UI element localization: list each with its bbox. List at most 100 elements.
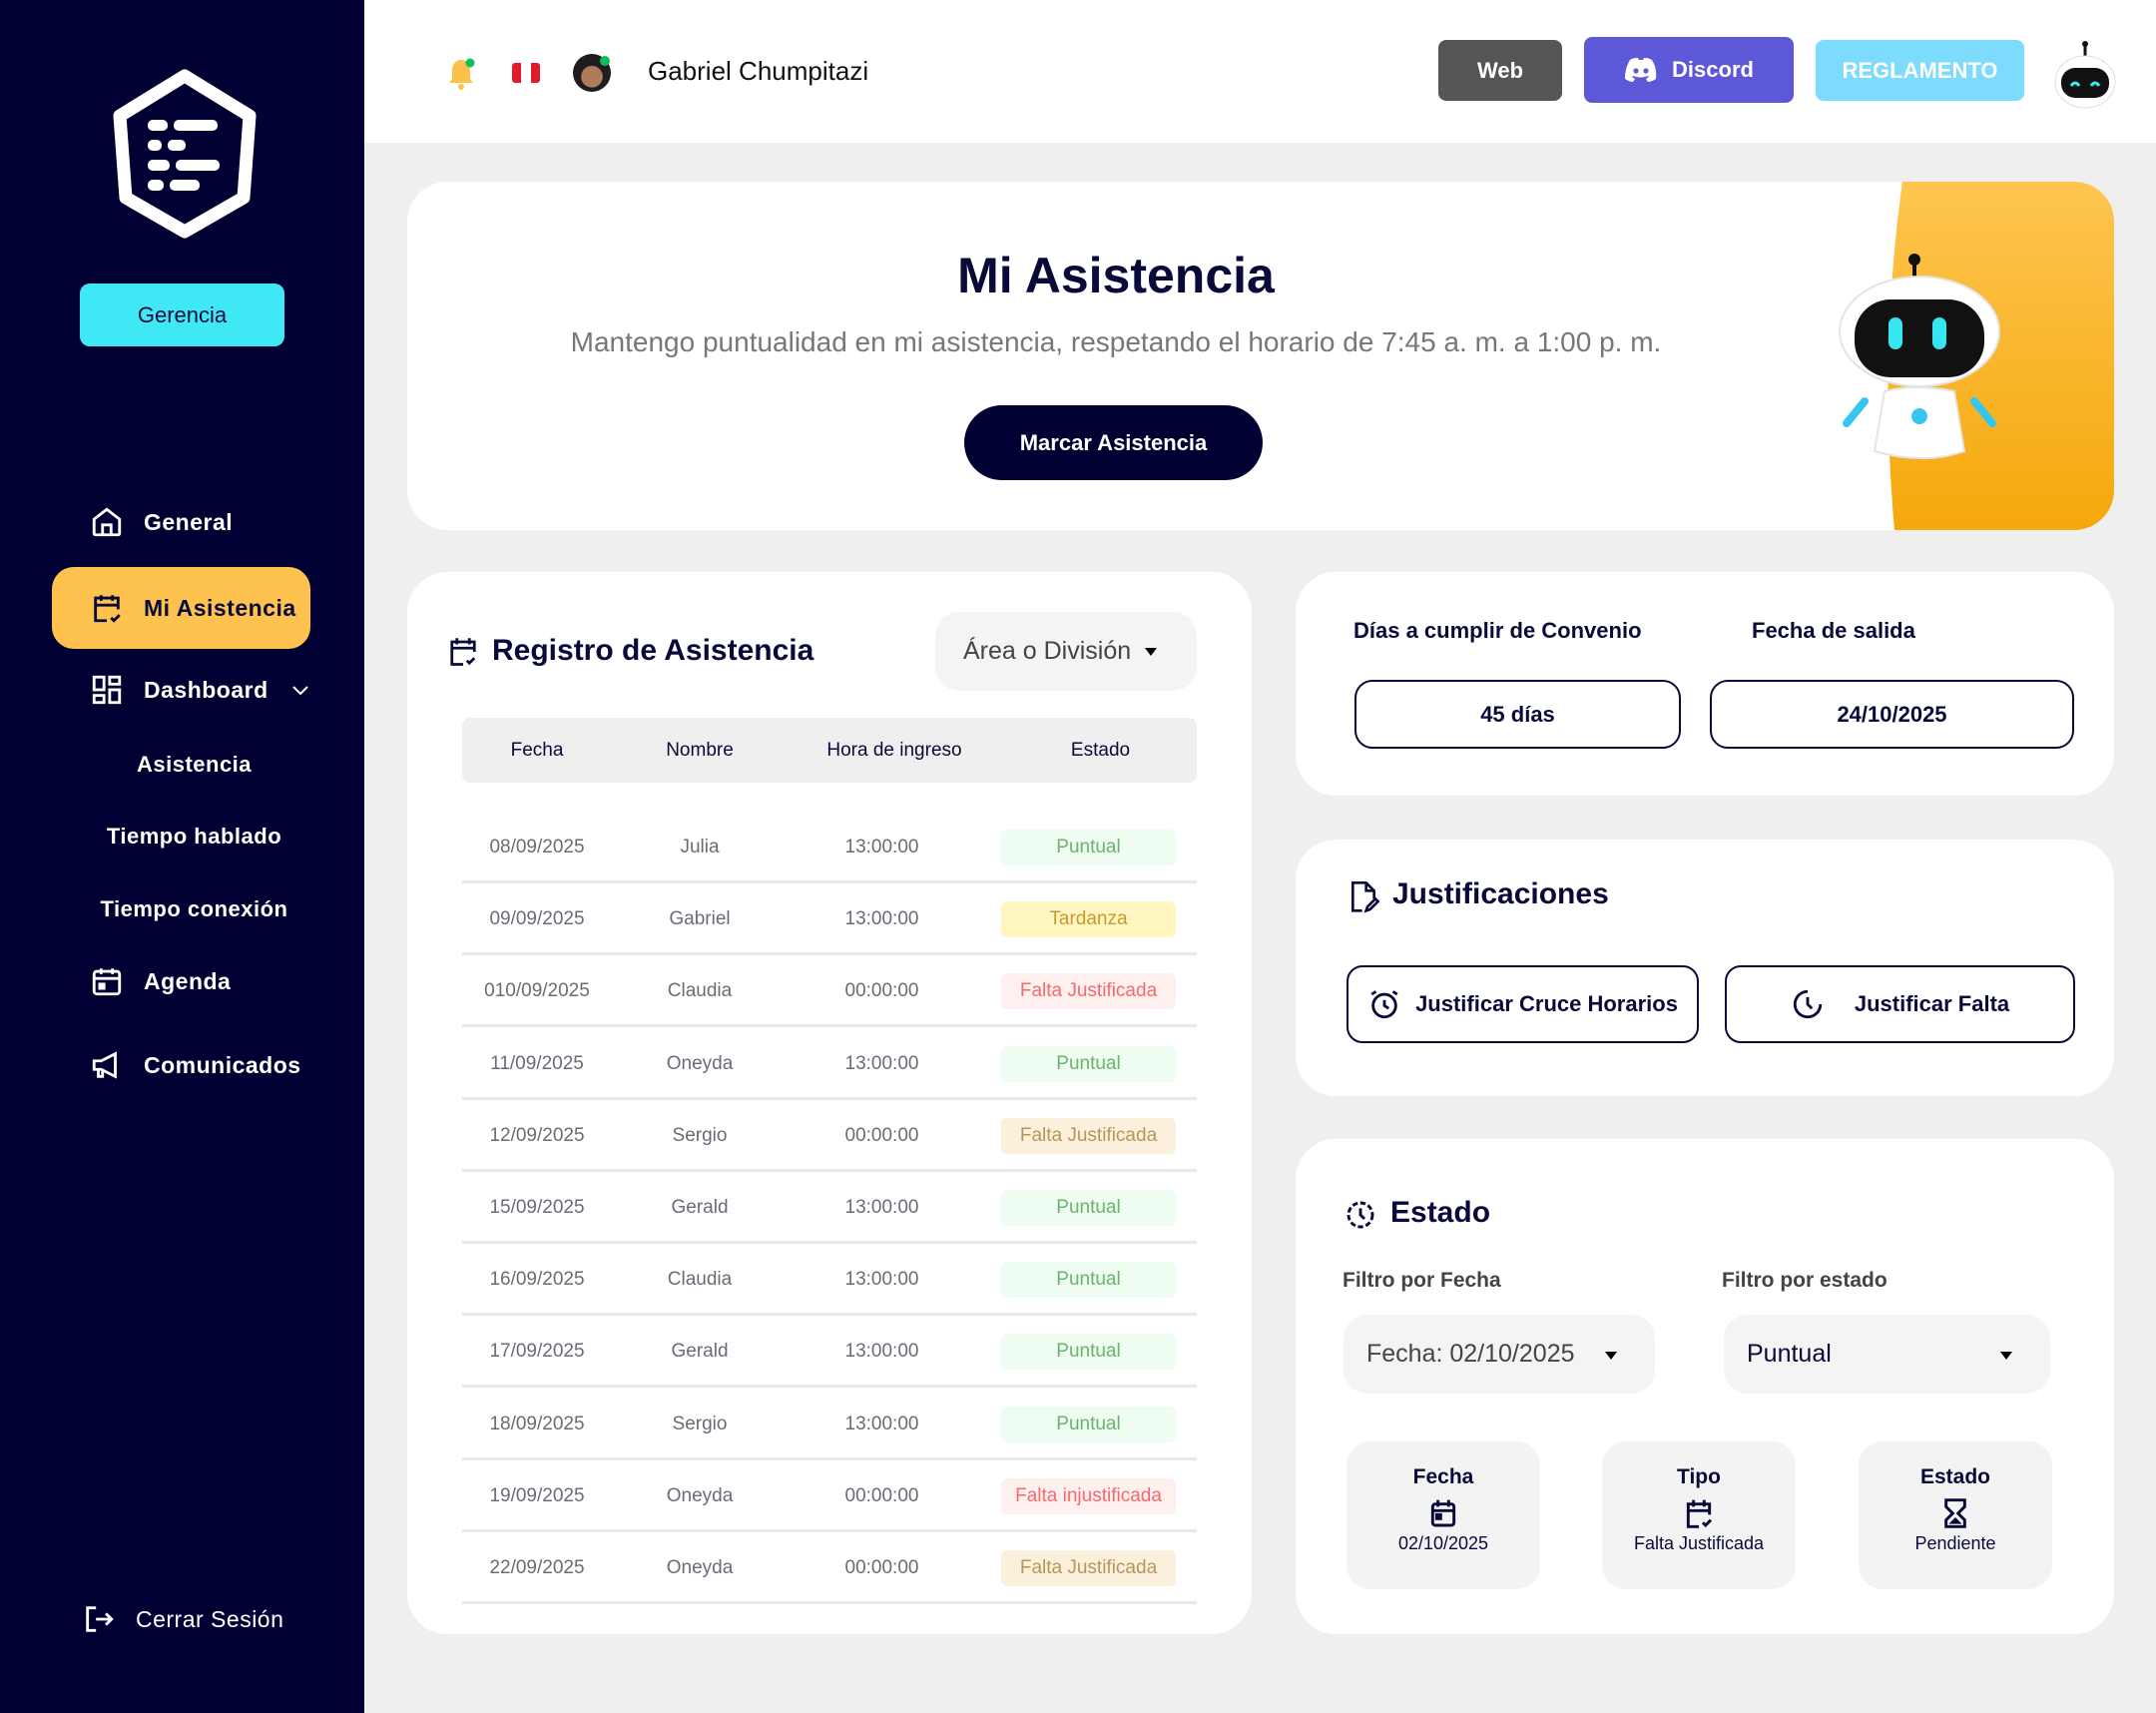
reglamento-button[interactable]: REGLAMENTO [1816,40,2024,101]
sidebar-subitem-asistencia[interactable]: Asistencia [136,752,253,777]
cell-fecha: 11/09/2025 [490,1052,584,1074]
table-row[interactable]: 17/09/2025 Gerald 13:00:00 Puntual [462,1316,1197,1389]
cell-fecha: 18/09/2025 [489,1413,585,1434]
sidebar-item-label: Comunicados [144,1051,301,1078]
sidebar-item-comunicados[interactable]: Comunicados [90,1048,301,1082]
cell-nombre: Claudia [667,1269,733,1291]
cell-hora: 13:00:00 [844,1197,919,1218]
clock-dashed-icon [1347,1201,1374,1229]
logout-button[interactable]: Cerrar Sesión [82,1602,283,1636]
cell-fecha: 12/09/2025 [489,1124,585,1146]
card-title: Tipo [1677,1465,1721,1488]
filtro-estado-dropdown[interactable]: Puntual [1724,1315,2050,1394]
column-header-hora[interactable]: Hora de ingreso [826,740,962,761]
home-icon [92,507,122,537]
sidebar-item-label: Agenda [144,967,232,994]
justificar-cruce-label: Justificar Cruce Horarios [1415,991,1678,1016]
sidebar-item-general[interactable]: General [90,505,233,539]
clock-history-icon [1793,989,1823,1019]
cell-fecha: 010/09/2025 [484,980,590,1002]
table-row[interactable]: 15/09/2025 Gerald 13:00:00 Puntual [462,1172,1197,1244]
status-badge: Puntual [1001,830,1176,865]
calendar-icon [92,968,122,996]
caret-down-icon [1605,1352,1617,1360]
dashboard-icon [92,675,122,705]
table-row[interactable]: 12/09/2025 Sergio 00:00:00 Falta Justificad… [462,1100,1197,1172]
cell-nombre: Oneyda [666,1484,734,1506]
cell-fecha: 19/09/2025 [489,1484,585,1506]
cell-nombre: Gerald [671,1341,729,1363]
table-row[interactable]: 08/09/2025 Julia 13:00:00 Puntual [462,812,1197,883]
sidebar-item-dashboard[interactable]: Dashboard [90,673,312,707]
status-badge: Falta injustificada [1001,1477,1176,1514]
card-title: Estado [1919,1465,1990,1488]
logout-icon [86,1606,114,1632]
cell-fecha: 08/09/2025 [489,837,585,857]
cell-hora: 00:00:00 [844,980,919,1002]
robot-assistant-icon[interactable] [2051,40,2119,110]
sidebar-subitem-tiempo-hablado[interactable]: Tiempo hablado [106,824,282,849]
notification-bell-icon[interactable] [446,56,478,92]
sidebar-item-mi-asistencia[interactable]: Mi Asistencia [52,567,310,649]
justificar-cruce-button[interactable]: Justificar Cruce Horarios [1347,965,1699,1043]
table-row[interactable]: 010/09/2025 Claudia 00:00:00 Falta Justific… [462,955,1197,1028]
logo-icon [113,69,257,239]
sidebar-item-agenda[interactable]: Agenda [90,964,231,998]
status-badge: Puntual [1001,1262,1176,1299]
status-badge: Puntual [1001,1190,1176,1226]
table-row[interactable]: 22/09/2025 Oneyda 00:00:00 Falta Justificad… [462,1532,1197,1604]
status-badge: Puntual [1001,1045,1176,1082]
logout-label: Cerrar Sesión [136,1605,284,1632]
top-header: Gabriel Chumpitazi Web Discord REGLAMENT… [364,0,2156,143]
estado-title: Estado [1390,1196,1491,1229]
status-badge: Falta Justificada [1001,973,1176,1010]
table-row[interactable]: 11/09/2025 Oneyda 13:00:00 Puntual [462,1028,1197,1100]
status-badge: Falta Justificada [1001,1550,1176,1586]
justificaciones-title: Justificaciones [1392,877,1609,910]
hero-subtitle: Mantengo puntualidad en mi asistencia, r… [570,326,1662,357]
calendar-check-icon [94,595,121,623]
convenio-card: Días a cumplir de Convenio Fecha de sali… [1296,572,2114,796]
filtro-fecha-dropdown[interactable]: Fecha: 02/10/2025 [1344,1315,1655,1394]
column-header-fecha[interactable]: Fecha [510,740,564,761]
justificar-falta-label: Justificar Falta [1854,991,2010,1016]
dias-convenio-label: Días a cumplir de Convenio [1353,618,1642,643]
table-row[interactable]: 18/09/2025 Sergio 13:00:00 Puntual [462,1389,1197,1460]
chevron-down-icon[interactable] [288,678,312,702]
status-badge: Puntual [1001,1406,1176,1442]
filtro-estado-value: Puntual [1747,1340,1832,1368]
justificar-falta-button[interactable]: Justificar Falta [1725,965,2075,1043]
cell-fecha: 22/09/2025 [489,1557,585,1578]
column-header-estado[interactable]: Estado [1070,740,1131,761]
calendar-check-icon [450,638,476,666]
caret-down-icon [1145,648,1157,656]
sidebar-item-label: Mi Asistencia [144,594,296,621]
robot-mascot-illustration [1839,254,2000,459]
justificaciones-card: Justificaciones Justificar Cruce Horario… [1296,840,2114,1096]
sidebar-item-label: Dashboard [144,676,269,703]
estado-card-fecha: Fecha 02/10/2025 [1347,1441,1540,1589]
estado-card-estado: Estado Pendiente [1859,1441,2052,1589]
card-value: Falta Justificada [1633,1533,1765,1553]
estado-card-tipo: Tipo Falta Justificada [1602,1441,1796,1589]
table-row[interactable]: 09/09/2025 Gabriel 13:00:00 Tardanza [462,883,1197,956]
caret-down-icon [2000,1352,2012,1360]
sidebar-subitem-tiempo-conexion[interactable]: Tiempo conexión [100,896,288,921]
web-button[interactable]: Web [1438,40,1562,101]
cell-hora: 00:00:00 [844,1484,919,1506]
cell-fecha: 17/09/2025 [489,1341,585,1363]
role-button-gerencia[interactable]: Gerencia [80,284,284,346]
marcar-asistencia-button[interactable]: Marcar Asistencia [964,405,1263,480]
document-edit-icon [1351,881,1379,913]
cell-nombre: Oneyda [666,1557,734,1578]
column-header-nombre[interactable]: Nombre [666,740,734,761]
area-division-value: Área o División [963,637,1132,665]
discord-label: Discord [1672,57,1754,82]
cell-hora: 13:00:00 [844,837,919,857]
table-row[interactable]: 16/09/2025 Claudia 13:00:00 Puntual [462,1244,1197,1317]
area-division-dropdown[interactable]: Área o División [935,612,1197,691]
cell-fecha: 09/09/2025 [489,908,585,930]
table-row[interactable]: 19/09/2025 Oneyda 00:00:00 Falta injustific… [462,1460,1197,1532]
peru-flag-icon[interactable] [512,63,540,83]
discord-button[interactable]: Discord [1584,37,1794,103]
